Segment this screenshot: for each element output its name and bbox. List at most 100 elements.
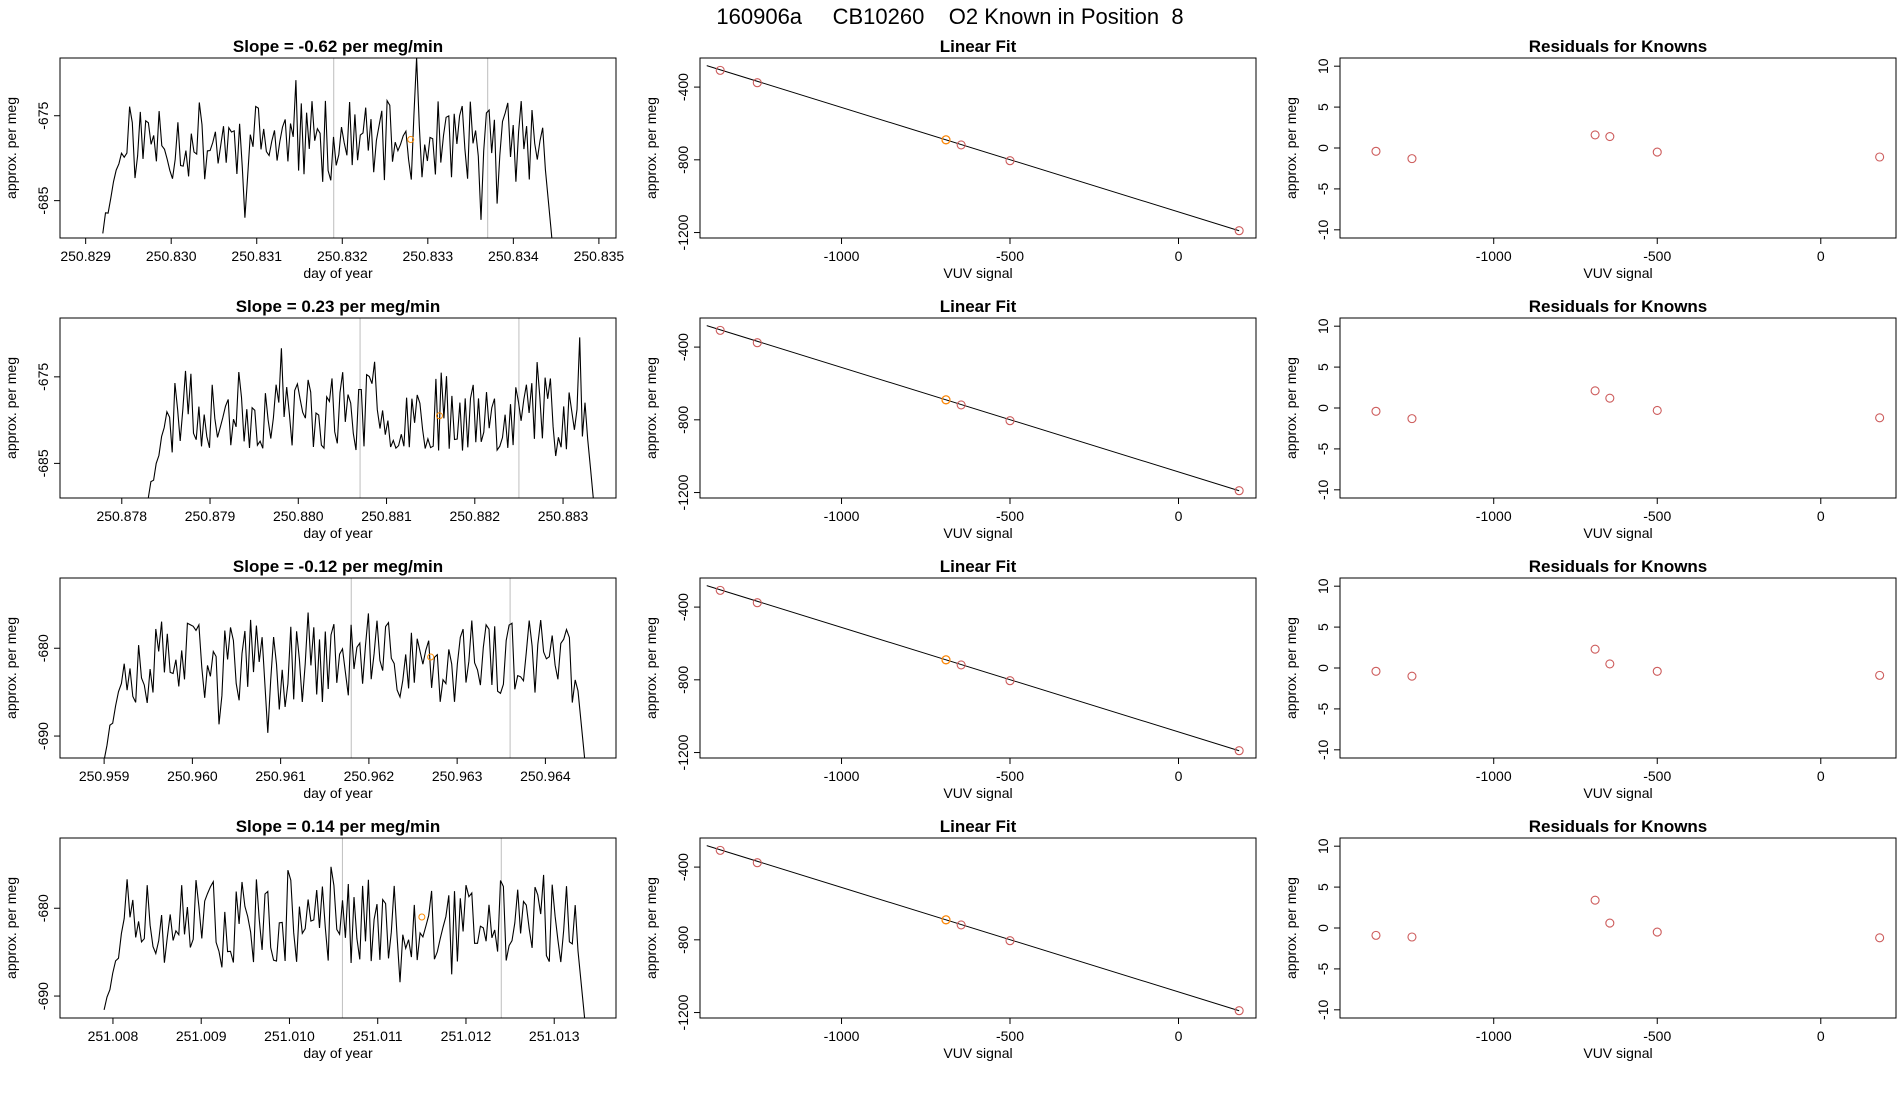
x-tick-label: 0 [1817, 248, 1825, 264]
x-tick-label: 250.962 [344, 768, 395, 784]
data-point [1407, 671, 1417, 681]
fit-line [706, 65, 1240, 232]
x-tick-label: -500 [1643, 508, 1671, 524]
x-tick-label: -500 [996, 1028, 1024, 1044]
data-trace [103, 866, 586, 1018]
data-point [1590, 895, 1600, 905]
y-tick-label: -675 [35, 102, 51, 130]
panel-title: Residuals for Knowns [1529, 817, 1708, 836]
y-tick-label: 10 [1315, 58, 1331, 74]
data-point [1234, 226, 1244, 236]
highlight-point [941, 915, 951, 925]
y-tick-label: -1200 [675, 214, 691, 250]
plot-area [706, 845, 1244, 1016]
data-point [1652, 147, 1662, 157]
data-point [715, 845, 725, 855]
x-axis-label: VUV signal [943, 785, 1012, 801]
panel-title: Linear Fit [940, 297, 1017, 316]
x-axis-label: VUV signal [943, 525, 1012, 541]
data-point [1234, 746, 1244, 756]
data-point [752, 598, 762, 608]
data-point [1407, 414, 1417, 424]
plot-frame [1339, 317, 1897, 499]
x-tick-label: 251.008 [88, 1028, 139, 1044]
x-tick-label: 0 [1817, 768, 1825, 784]
x-axis-label: VUV signal [1583, 1045, 1652, 1061]
y-tick-label: -400 [675, 593, 691, 621]
y-tick-label: -1200 [675, 734, 691, 770]
x-tick-label: -500 [996, 248, 1024, 264]
x-tick-label: 0 [1817, 1028, 1825, 1044]
data-point [956, 140, 966, 150]
data-trace [103, 612, 586, 758]
plot-area [103, 838, 586, 1018]
x-tick-label: 250.878 [96, 508, 147, 524]
x-axis-label: VUV signal [1583, 265, 1652, 281]
y-tick-label: 10 [1315, 578, 1331, 594]
y-axis-label: approx. per meg [3, 617, 19, 719]
data-point [1875, 152, 1885, 162]
y-tick-label: -800 [675, 406, 691, 434]
x-tick-label: -500 [1643, 1028, 1671, 1044]
x-axis-label: day of year [303, 265, 373, 281]
x-tick-label: -500 [1643, 768, 1671, 784]
data-point [1605, 393, 1615, 403]
data-point [1407, 932, 1417, 942]
y-tick-label: -800 [675, 666, 691, 694]
fit-line [706, 325, 1240, 492]
figure-title: 160906a CB10260 O2 Known in Position 8 [716, 4, 1184, 29]
y-tick-label: 5 [1315, 883, 1331, 891]
x-axis-label: VUV signal [1583, 525, 1652, 541]
data-point [1605, 918, 1615, 928]
data-point [1605, 131, 1615, 142]
highlight-point [435, 412, 443, 420]
data-point [1005, 416, 1015, 426]
y-tick-label: -690 [35, 722, 51, 750]
plot-frame [1339, 577, 1897, 759]
y-axis-label: approx. per meg [3, 357, 19, 459]
panel-title: Residuals for Knowns [1529, 297, 1708, 316]
plot-frame [699, 317, 1257, 499]
panel-title: Linear Fit [940, 37, 1017, 56]
x-axis-label: VUV signal [1583, 785, 1652, 801]
panel-linear_fit-row-2: Linear Fit -1000 -500 0 VUV signal -400 -800 -1… [643, 297, 1257, 541]
y-tick-label: 5 [1315, 363, 1331, 371]
y-tick-label: -400 [675, 73, 691, 101]
x-tick-label: 250.831 [231, 248, 282, 264]
panel-residuals-row-2: Residuals for Knowns -1000 -500 0 VUV signal… [1283, 297, 1897, 541]
plot-frame [59, 57, 617, 239]
x-tick-label: 0 [1175, 508, 1183, 524]
data-point [1875, 670, 1885, 680]
x-axis-label: day of year [303, 525, 373, 541]
x-tick-label: 250.960 [167, 768, 218, 784]
panel-residuals-row-3: Residuals for Knowns -1000 -500 0 VUV signal… [1283, 557, 1897, 801]
x-tick-label: 250.959 [79, 768, 130, 784]
panel-title: Residuals for Knowns [1529, 37, 1708, 56]
y-tick-label: -685 [35, 449, 51, 477]
y-tick-label: -10 [1315, 479, 1331, 499]
x-tick-label: 250.880 [273, 508, 324, 524]
y-tick-label: 0 [1315, 144, 1331, 152]
x-tick-label: 250.882 [449, 508, 500, 524]
data-point [1407, 154, 1417, 164]
x-tick-label: -1000 [824, 508, 860, 524]
panel-linear_fit-row-3: Linear Fit -1000 -500 0 VUV signal -400 -800 -1… [643, 557, 1257, 801]
x-tick-label: 251.013 [529, 1028, 580, 1044]
y-axis-label: approx. per meg [643, 877, 659, 979]
x-axis-label: VUV signal [943, 1045, 1012, 1061]
y-tick-label: -685 [35, 186, 51, 214]
y-tick-label: -10 [1315, 999, 1331, 1019]
panel-timeseries-row-4: Slope = 0.14 per meg/min 251.008 251.009 25… [3, 817, 617, 1061]
plot-frame [699, 57, 1257, 239]
y-tick-label: 0 [1315, 664, 1331, 672]
plot-area [1371, 386, 1885, 424]
y-tick-label: -680 [35, 634, 51, 662]
y-axis-label: approx. per meg [643, 97, 659, 199]
y-tick-label: 0 [1315, 404, 1331, 412]
data-point [715, 65, 725, 75]
data-point [715, 585, 725, 595]
y-tick-label: -400 [675, 333, 691, 361]
highlight-point [407, 136, 415, 144]
x-tick-label: 250.963 [432, 768, 483, 784]
x-tick-label: -500 [996, 768, 1024, 784]
